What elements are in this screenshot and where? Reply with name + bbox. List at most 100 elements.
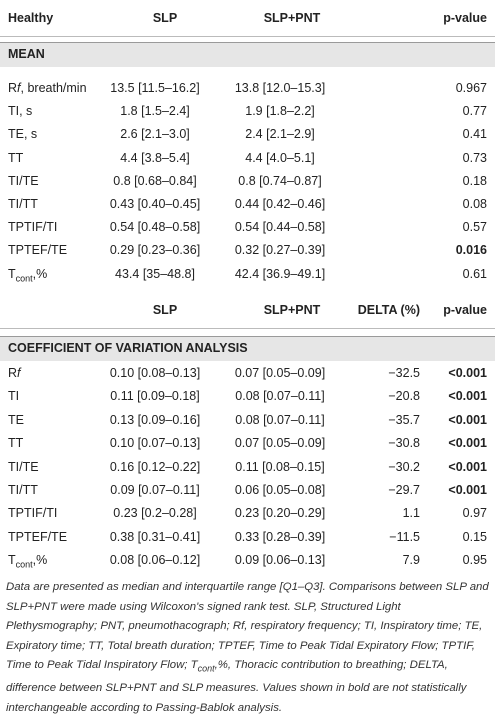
p-value: 0.57 (462, 220, 487, 235)
section-title: MEAN (8, 47, 45, 61)
section-band (0, 336, 495, 361)
row-label: TI/TT (8, 197, 38, 211)
p-value: 0.41 (462, 127, 487, 142)
footnote: Data are presented as median and interqu… (6, 578, 490, 718)
cell-value: 0.07 [0.05–0.09] (234, 366, 326, 380)
row-label-text: ,% (32, 553, 48, 568)
section-band (0, 42, 495, 67)
p-value: <0.001 (448, 412, 487, 427)
cell-value: 0.38 [0.31–0.41] (109, 529, 201, 544)
cell-value: 0.10 [0.08–0.13] (109, 366, 201, 380)
cell-value: 0.08 [0.07–0.11] (235, 389, 325, 404)
p-value: 0.15 (462, 529, 487, 544)
cell-value: 0.54 [0.44–0.58] (234, 220, 326, 235)
cell-value: −35.7 (388, 412, 420, 427)
p-value: <0.001 (448, 389, 487, 404)
p-value: 0.61 (462, 266, 487, 281)
cell-value: 0.13 [0.09–0.16] (109, 412, 201, 427)
column-header: SLP+PNT (263, 303, 321, 317)
header-rule (0, 328, 495, 329)
p-value: 0.08 (462, 197, 487, 211)
row-label: Rf, breath/min (8, 80, 87, 96)
cell-value: 4.4 [3.8–5.4] (120, 150, 190, 165)
section-title: COEFFICIENT OF VARIATION ANALYSIS (8, 341, 248, 355)
row-label: TT (8, 150, 24, 165)
row-label: Rf (8, 365, 21, 381)
p-value: 0.18 (462, 173, 487, 188)
cell-value: 13.8 [12.0–15.3] (234, 81, 326, 95)
cell-value: 0.07 [0.05–0.09] (234, 436, 326, 451)
cell-value: 0.23 [0.2–0.28] (113, 506, 197, 521)
row-label: TPTEF/TE (8, 243, 68, 258)
cell-value: 0.8 [0.68–0.84] (113, 173, 197, 188)
column-header: p-value (443, 11, 487, 25)
cell-value: 0.8 [0.74–0.87] (238, 173, 322, 188)
cell-value: 0.44 [0.42–0.46] (234, 197, 326, 211)
cell-value: 0.09 [0.07–0.11] (110, 483, 200, 497)
cell-value: 0.11 [0.08–0.15] (235, 459, 325, 474)
cell-value: 1.8 [1.5–2.4] (120, 104, 190, 119)
row-label-text: R (8, 366, 18, 380)
cell-value: 0.43 [0.40–0.45] (109, 197, 201, 211)
row-label: TPTIF/TI (8, 220, 58, 235)
row-label-subscript: cont (15, 273, 33, 284)
row-label-text: ,% (32, 266, 48, 281)
column-header: SLP (152, 11, 178, 25)
cell-value: 0.06 [0.05–0.08] (234, 483, 326, 497)
row-label: TI (8, 389, 20, 404)
cell-value: −32.5 (388, 366, 420, 380)
cell-value: 0.23 [0.20–0.29] (234, 506, 326, 521)
cell-value: 0.32 [0.27–0.39] (234, 243, 326, 258)
column-header: SLP (152, 303, 178, 317)
column-header: p-value (443, 303, 487, 317)
footnote-subscript: cont (197, 663, 215, 674)
cell-value: 0.16 [0.12–0.22] (109, 459, 201, 474)
p-value: 0.016 (455, 243, 487, 258)
cell-value: 0.54 [0.48–0.58] (109, 220, 201, 235)
cell-value: 43.4 [35–48.8] (115, 266, 195, 281)
p-value: <0.001 (448, 366, 487, 380)
cell-value: −20.8 (388, 389, 420, 404)
row-label-text: T (8, 266, 16, 281)
cell-value: 42.4 [36.9–49.1] (234, 266, 326, 281)
cell-value: 0.29 [0.23–0.36] (109, 243, 201, 258)
row-label-italic: f (17, 366, 21, 380)
p-value: 0.967 (455, 81, 487, 95)
header-rule (0, 36, 495, 37)
cell-value: 0.10 [0.07–0.13] (109, 436, 201, 451)
cell-value: 0.08 [0.07–0.11] (235, 412, 325, 427)
cell-value: −29.7 (388, 483, 420, 497)
cell-value: 13.5 [11.5–16.2] (110, 81, 200, 95)
p-value: 0.77 (462, 104, 487, 119)
cell-value: −11.5 (389, 529, 420, 544)
column-header: DELTA (%) (357, 303, 420, 317)
cell-value: 7.9 (402, 553, 420, 568)
p-value: <0.001 (448, 459, 487, 474)
cell-value: 0.09 [0.06–0.13] (234, 553, 326, 568)
cell-value: 0.11 [0.09–0.18] (110, 389, 200, 404)
column-header: SLP+PNT (263, 11, 321, 25)
row-label: Tcont,% (8, 552, 47, 573)
cell-value: 1.9 [1.8–2.2] (245, 104, 315, 119)
row-label-subscript: cont (15, 559, 33, 570)
cell-value: 1.1 (402, 506, 420, 521)
p-value: <0.001 (448, 436, 487, 451)
row-label-italic: f (17, 81, 21, 95)
row-label: TT (8, 436, 24, 451)
cell-value: 2.6 [2.1–3.0] (120, 127, 190, 142)
row-label: TE, s (8, 127, 38, 142)
row-label: TPTIF/TI (8, 506, 58, 521)
column-header: Healthy (8, 11, 54, 25)
row-label: TE (8, 412, 24, 427)
cell-value: −30.2 (388, 459, 420, 474)
row-label: TI/TT (8, 483, 38, 497)
p-value: 0.73 (462, 150, 487, 165)
cell-value: −30.8 (388, 436, 420, 451)
row-label: TI/TE (8, 459, 39, 474)
row-label-text: T (8, 553, 16, 568)
p-value: 0.95 (462, 553, 487, 568)
row-label: Tcont,% (8, 266, 47, 287)
footnote-text: Data are presented as median and interqu… (6, 581, 489, 672)
p-value: 0.97 (462, 506, 487, 521)
